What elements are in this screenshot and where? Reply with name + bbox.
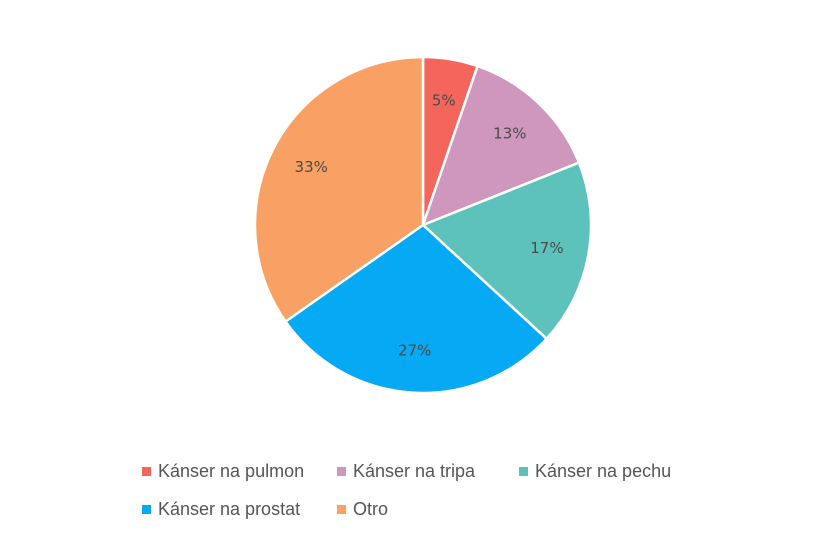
legend-item-prostat[interactable]: Kánser na prostat: [142, 499, 337, 520]
legend-row-1: Kánser na pulmon Kánser na tripa Kánser …: [142, 452, 742, 490]
legend-item-pechu[interactable]: Kánser na pechu: [519, 461, 671, 482]
pie-slice-1[interactable]: [421, 64, 581, 227]
pie-data-label-0: 5%: [432, 92, 456, 110]
pie-data-label-4: 33%: [295, 158, 328, 176]
legend-item-pulmon[interactable]: Kánser na pulmon: [142, 461, 337, 482]
legend-swatch-pechu: [519, 466, 528, 476]
pie-slice-3[interactable]: [284, 223, 548, 395]
legend-swatch-pulmon: [142, 466, 151, 476]
pie-data-label-3: 27%: [398, 342, 431, 360]
pie-slices: [253, 55, 593, 395]
legend-label-otro: Otro: [353, 498, 389, 519]
chart-legend: Kánser na pulmon Kánser na tripa Kánser …: [142, 452, 742, 528]
legend-label-pechu: Kánser na pechu: [535, 460, 672, 481]
pie-slice-4[interactable]: [253, 55, 425, 323]
legend-swatch-prostat: [142, 504, 151, 514]
legend-swatch-otro: [337, 504, 346, 514]
legend-label-tripa: Kánser na tripa: [353, 460, 476, 481]
legend-item-tripa[interactable]: Kánser na tripa: [337, 461, 519, 482]
legend-label-prostat: Kánser na prostat: [158, 498, 301, 519]
legend-row-2: Kánser na prostat Otro: [142, 490, 742, 528]
pie-data-label-1: 13%: [493, 125, 526, 143]
pie-slice-2[interactable]: [421, 161, 593, 341]
pie-data-label-2: 17%: [530, 239, 563, 257]
legend-swatch-tripa: [337, 466, 346, 476]
legend-label-pulmon: Kánser na pulmon: [158, 460, 305, 481]
legend-item-otro[interactable]: Otro: [337, 499, 519, 520]
pie-data-labels: 5% 13% 17% 27% 33%: [295, 92, 564, 360]
